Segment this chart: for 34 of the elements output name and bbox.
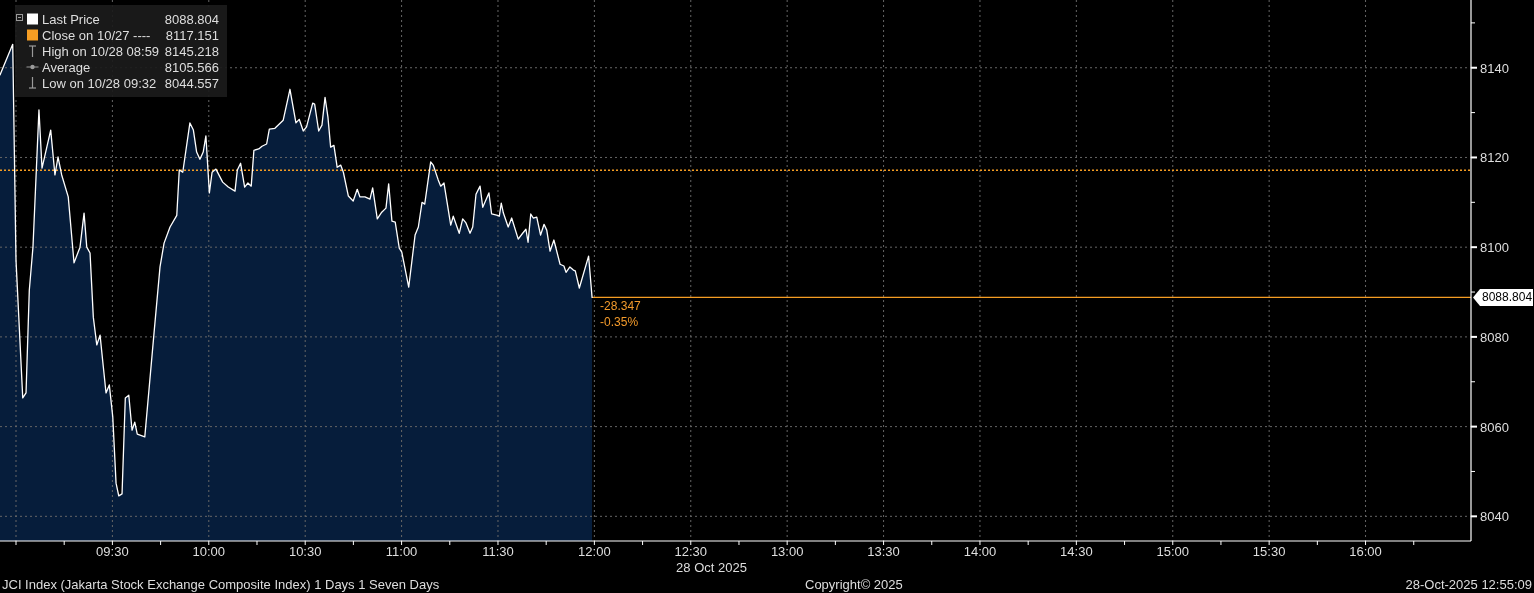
x-tick-label: 10:00 (192, 543, 226, 559)
text: JCI Index (Jakarta Stock Exchange Composite Index) 1 Days 1 Seven Days (2, 576, 440, 592)
annotation: -0.35% (600, 315, 639, 330)
x-tick-label: 12:30 (674, 543, 708, 559)
text: Average 8105.566 (42, 59, 219, 75)
annotation: High on 10/28 08:59 8145.218 (42, 43, 219, 59)
y-tick-label: 8140 (1480, 60, 1509, 76)
y-tick-label: 8100 (1480, 239, 1509, 255)
x-tick-label: 14:30 (1060, 543, 1093, 559)
y-tick-label: 8060 (1480, 419, 1509, 435)
x-tick-label: 14:00 (963, 543, 997, 559)
x-tick-label: 16:00 (1349, 543, 1382, 559)
x-tick-label: 13:00 (770, 543, 804, 559)
x-tick-label: 09:30 (96, 543, 129, 559)
x-tick-label: 11:00 (385, 543, 418, 559)
annotation: 8117.151 (165, 27, 219, 43)
x-axis-title: 28 Oct 2025 (676, 559, 747, 575)
y-tick-label: 8120 (1480, 149, 1509, 165)
x-tick-label: 10:30 (288, 543, 322, 559)
x-tick-label: 15:00 (1156, 543, 1190, 559)
y-tick-label: 8080 (1480, 329, 1509, 345)
x-tick-label: 12:00 (578, 543, 611, 559)
annotation: Low on 10/28 09:32 8044.557 (42, 75, 219, 91)
y-tick-label: 8040 (1480, 508, 1509, 524)
legend-label: Last Price (42, 11, 100, 27)
text: 28-Oct-2025 12:55:09 (1405, 576, 1532, 592)
annotation: -28.347 (600, 298, 642, 313)
legend-label: Close on 10/27 ---- (42, 27, 151, 43)
x-tick-label: 11:30 (482, 543, 514, 559)
annotation: 8088.804 (164, 11, 219, 27)
x-tick-label: 15:30 (1252, 543, 1286, 559)
x-tick-label: 13:30 (867, 543, 900, 559)
ref-line-label: 8088.804 (1482, 290, 1533, 305)
text: Copyright© 2025 (805, 576, 903, 592)
